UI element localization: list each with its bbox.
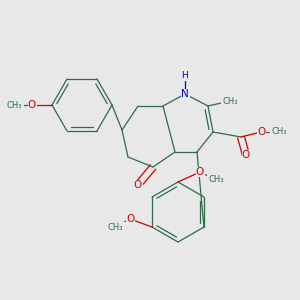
Bar: [206, 175, 226, 185]
Bar: [181, 71, 190, 81]
Text: O: O: [134, 180, 142, 190]
Text: O: O: [196, 167, 204, 177]
Bar: [256, 127, 266, 137]
Bar: [269, 127, 289, 137]
Text: H: H: [182, 71, 188, 80]
Bar: [181, 89, 190, 99]
Bar: [28, 100, 37, 110]
Text: O: O: [257, 127, 265, 137]
Bar: [220, 96, 239, 106]
Text: O: O: [242, 150, 250, 160]
Bar: [134, 180, 142, 190]
Bar: [4, 100, 23, 110]
Text: CH₃: CH₃: [271, 128, 287, 136]
Text: CH₃: CH₃: [222, 97, 238, 106]
Text: CH₃: CH₃: [6, 100, 22, 109]
Text: N: N: [181, 89, 189, 99]
Text: CH₃: CH₃: [107, 223, 123, 232]
Bar: [196, 167, 205, 177]
Text: O: O: [28, 100, 36, 110]
Bar: [125, 214, 134, 224]
Bar: [242, 150, 250, 160]
Text: O: O: [126, 214, 134, 224]
Text: CH₃: CH₃: [208, 176, 224, 184]
Bar: [106, 222, 124, 232]
